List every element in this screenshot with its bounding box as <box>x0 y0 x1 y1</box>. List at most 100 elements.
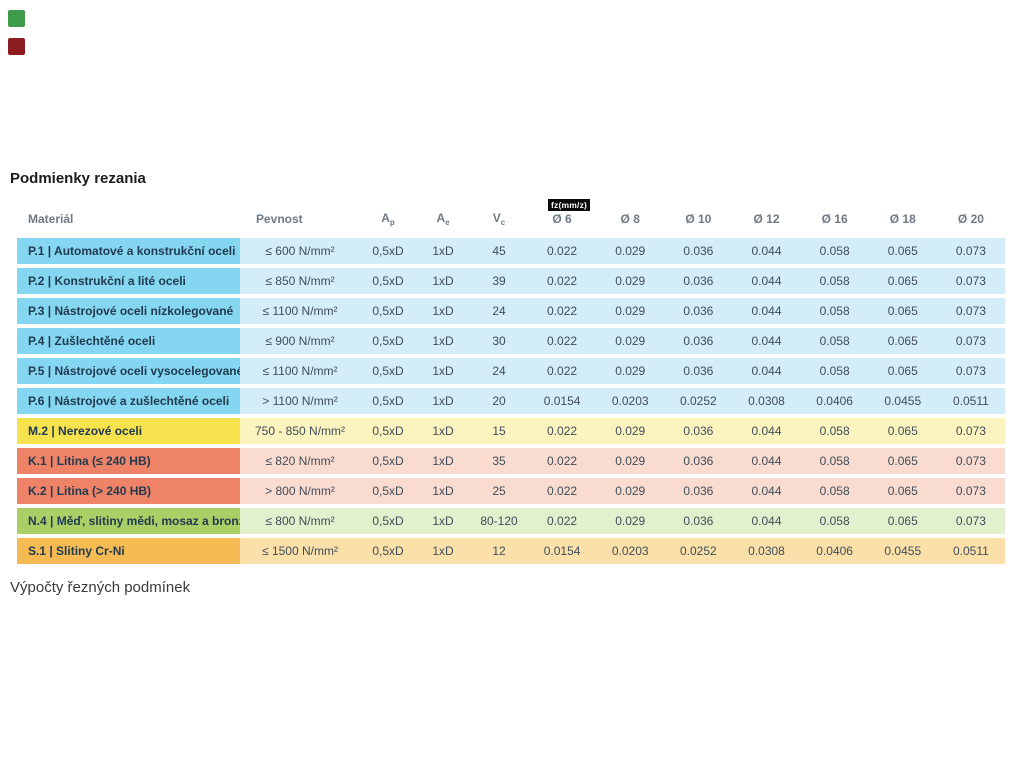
fz-cell: 0.036 <box>664 298 733 324</box>
fz-cell: 0.029 <box>596 358 665 384</box>
table-header-row: Materiál Pevnost Ap Ae Vc fz(mm/z) Ø 6 Ø … <box>17 199 1005 232</box>
fz-cell: 0.036 <box>664 238 733 264</box>
ae-cell: 1xD <box>416 358 470 384</box>
table-row: P.5 | Nástrojové oceli vysocelegované ≤ 1… <box>17 358 1005 384</box>
vc-cell: 80-120 <box>470 508 528 534</box>
fz-cell: 0.036 <box>664 448 733 474</box>
fz-cell: 0.029 <box>596 328 665 354</box>
fz-cell: 0.036 <box>664 508 733 534</box>
fz-cell: 0.0308 <box>732 388 801 414</box>
fz-cell: 0.0203 <box>596 388 665 414</box>
ap-cell: 0,5xD <box>360 358 416 384</box>
ae-cell: 1xD <box>416 538 470 564</box>
fz-cell: 0.0252 <box>664 388 733 414</box>
vc-cell: 35 <box>470 448 528 474</box>
fz-cell: 0.029 <box>596 478 665 504</box>
fz-cell: 0.073 <box>936 418 1005 444</box>
material-cell: P.1 | Automatové a konstrukční oceli <box>17 238 240 264</box>
table-row: N.4 | Měď, slitiny mědi, mosaz a bronz ≤ … <box>17 508 1005 534</box>
fz-cell: 0.0154 <box>528 538 597 564</box>
ap-cell: 0,5xD <box>360 298 416 324</box>
ae-cell: 1xD <box>416 238 470 264</box>
fz-unit-badge: fz(mm/z) <box>548 199 591 211</box>
material-cell: P.6 | Nástrojové a zušlechtěné oceli <box>17 388 240 414</box>
table-row: P.3 | Nástrojové oceli nízkolegované ≤ 11… <box>17 298 1005 324</box>
ap-cell: 0,5xD <box>360 418 416 444</box>
fz-cell: 0.058 <box>800 238 869 264</box>
vc-cell: 25 <box>470 478 528 504</box>
material-cell: P.5 | Nástrojové oceli vysocelegované <box>17 358 243 384</box>
vc-cell: 45 <box>470 238 528 264</box>
fz-cell: 0.022 <box>528 298 597 324</box>
fz-cell: 0.036 <box>664 268 733 294</box>
fz-cell: 0.073 <box>936 508 1005 534</box>
header-pevnost: Pevnost <box>256 212 303 226</box>
header-diameter: Ø 12 <box>753 212 780 226</box>
vc-cell: 24 <box>470 298 528 324</box>
fz-cell: 0.0511 <box>936 538 1005 564</box>
pevnost-cell: ≤ 1100 N/mm² <box>240 298 360 324</box>
pevnost-cell: ≤ 1100 N/mm² <box>240 358 360 384</box>
fz-cell: 0.065 <box>868 328 937 354</box>
fz-cell: 0.065 <box>868 358 937 384</box>
pevnost-cell: > 1100 N/mm² <box>240 388 360 414</box>
fz-cell: 0.065 <box>868 508 937 534</box>
fz-cell: 0.065 <box>868 298 937 324</box>
fz-cell: 0.0511 <box>936 388 1005 414</box>
fz-cell: 0.029 <box>596 238 665 264</box>
fz-cell: 0.058 <box>800 328 869 354</box>
header-diameter: Ø 8 <box>620 212 640 226</box>
fz-cell: 0.065 <box>868 448 937 474</box>
fz-cell: 0.022 <box>528 268 597 294</box>
material-cell: K.1 | Litina (≤ 240 HB) <box>17 448 240 474</box>
material-cell: P.4 | Zušlechtěné oceli <box>17 328 240 354</box>
fz-cell: 0.0252 <box>664 538 733 564</box>
vc-cell: 20 <box>470 388 528 414</box>
vc-cell: 15 <box>470 418 528 444</box>
pevnost-cell: > 800 N/mm² <box>240 478 360 504</box>
fz-cell: 0.029 <box>596 448 665 474</box>
pevnost-cell: ≤ 1500 N/mm² <box>240 538 360 564</box>
fz-cell: 0.029 <box>596 298 665 324</box>
fz-cell: 0.044 <box>732 238 801 264</box>
fz-cell: 0.073 <box>936 358 1005 384</box>
pevnost-cell: ≤ 820 N/mm² <box>240 448 360 474</box>
pevnost-cell: ≤ 800 N/mm² <box>240 508 360 534</box>
fz-cell: 0.022 <box>528 478 597 504</box>
table-row: P.6 | Nástrojové a zušlechtěné oceli > 11… <box>17 388 1005 414</box>
table-row: K.1 | Litina (≤ 240 HB) ≤ 820 N/mm² 0,5xD 1… <box>17 448 1005 474</box>
fz-cell: 0.044 <box>732 298 801 324</box>
ae-cell: 1xD <box>416 388 470 414</box>
fz-cell: 0.065 <box>868 268 937 294</box>
fz-cell: 0.022 <box>528 508 597 534</box>
ap-cell: 0,5xD <box>360 238 416 264</box>
material-cell: P.2 | Konstrukční a lité oceli <box>17 268 240 294</box>
ap-cell: 0,5xD <box>360 388 416 414</box>
fz-cell: 0.029 <box>596 418 665 444</box>
fz-cell: 0.065 <box>868 418 937 444</box>
fz-cell: 0.058 <box>800 478 869 504</box>
fz-cell: 0.073 <box>936 328 1005 354</box>
cutting-conditions-table: Materiál Pevnost Ap Ae Vc fz(mm/z) Ø 6 Ø … <box>17 199 1005 564</box>
material-cell: K.2 | Litina (> 240 HB) <box>17 478 240 504</box>
fz-cell: 0.065 <box>868 238 937 264</box>
fz-cell: 0.022 <box>528 448 597 474</box>
header-diameter: Ø 10 <box>685 212 712 226</box>
header-vc: Vc <box>492 211 506 227</box>
dark-red-square-icon <box>8 38 25 55</box>
fz-cell: 0.022 <box>528 238 597 264</box>
fz-cell: 0.0455 <box>868 388 937 414</box>
fz-cell: 0.044 <box>732 328 801 354</box>
header-ae: Ae <box>436 211 450 227</box>
page-title: Podmienky rezania <box>10 170 146 187</box>
header-material: Materiál <box>28 212 74 226</box>
fz-cell: 0.036 <box>664 478 733 504</box>
fz-cell: 0.065 <box>868 478 937 504</box>
pevnost-cell: ≤ 850 N/mm² <box>240 268 360 294</box>
fz-cell: 0.022 <box>528 328 597 354</box>
vc-cell: 39 <box>470 268 528 294</box>
ap-cell: 0,5xD <box>360 538 416 564</box>
ae-cell: 1xD <box>416 298 470 324</box>
fz-cell: 0.044 <box>732 268 801 294</box>
ae-cell: 1xD <box>416 328 470 354</box>
